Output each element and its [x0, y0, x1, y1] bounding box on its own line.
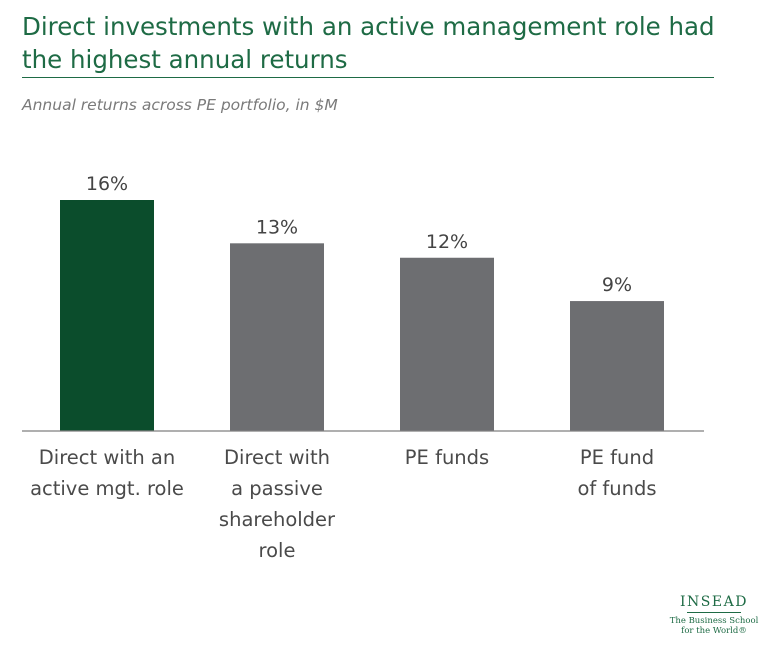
category-label-2-line-4: role: [259, 539, 296, 562]
category-label-4-line-2: of funds: [577, 477, 656, 500]
data-label-1: 16%: [86, 173, 128, 195]
bar-1: [60, 200, 154, 431]
category-label-2-line-3: shareholder: [219, 508, 336, 531]
bar-2: [230, 243, 324, 431]
category-label-1-line-2: active mgt. role: [30, 477, 184, 500]
logo-divider: [687, 612, 741, 613]
category-label-2-line-2: a passive: [231, 477, 323, 500]
chart-title-line-2: the highest annual returns: [22, 45, 348, 74]
logo-tagline-line-2: for the World®: [681, 626, 747, 636]
category-label-4-line-1: PE fund: [580, 446, 654, 469]
chart-subtitle: Annual returns across PE portfolio, in $…: [22, 96, 338, 114]
bar-3: [400, 257, 494, 431]
logo-tagline-line-1: The Business School: [669, 616, 759, 626]
data-label-2: 13%: [256, 216, 298, 238]
chart-title-line-1: Direct investments with an active manage…: [22, 12, 715, 41]
bar-4: [570, 301, 664, 431]
chart-title: Direct investments with an active manage…: [22, 10, 722, 76]
category-label-3-line-1: PE funds: [405, 446, 489, 469]
category-label-2-line-1: Direct with: [224, 446, 330, 469]
data-label-4: 9%: [602, 274, 632, 296]
insead-logo: INSEAD The Business School for the World…: [664, 594, 764, 636]
logo-name: INSEAD: [680, 594, 748, 610]
data-label-3: 12%: [426, 231, 468, 253]
category-label-1-line-1: Direct with an: [39, 446, 175, 469]
title-divider: [22, 77, 714, 78]
